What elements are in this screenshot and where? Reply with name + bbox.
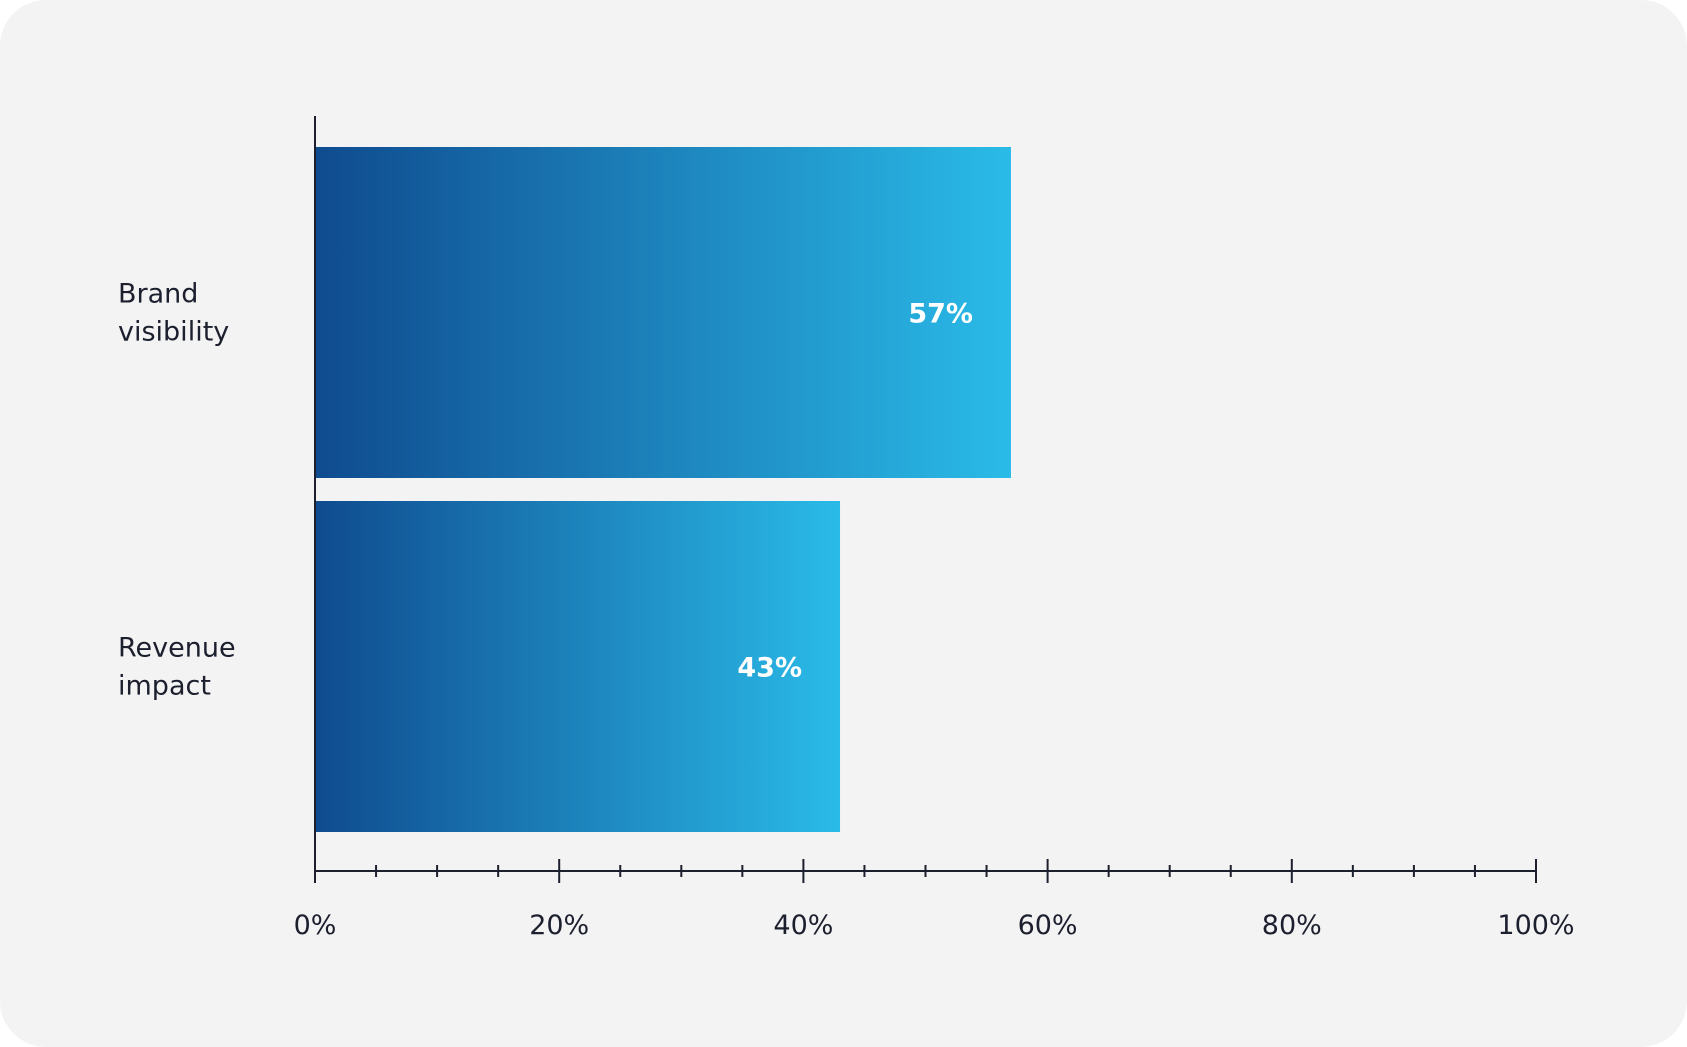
category-label-line: Brand [118, 279, 198, 310]
category-labels: Brand visibility Revenue impact [118, 279, 236, 702]
bar-1 [315, 501, 841, 832]
category-label-1: Revenue impact [118, 633, 236, 702]
data-label-1: 43% [737, 653, 802, 684]
bar-0 [315, 147, 1011, 478]
x-tick-label-3: 60% [1018, 910, 1078, 941]
data-label-0: 57% [908, 299, 973, 330]
category-label-line: visibility [118, 317, 229, 348]
category-label-line: impact [118, 671, 211, 702]
x-tick-label-4: 80% [1262, 910, 1322, 941]
x-tick-label-1: 20% [529, 910, 589, 941]
axes-group [314, 116, 1537, 883]
bars-group: 57% 43% [315, 147, 1011, 832]
tick-labels: 0% 20% 40% 60% 80% 100% [294, 910, 1575, 941]
x-tick-label-0: 0% [294, 910, 337, 941]
category-label-line: Revenue [118, 633, 236, 664]
category-label-0: Brand visibility [118, 279, 229, 348]
x-tick-label-2: 40% [773, 910, 833, 941]
x-tick-label-5: 100% [1497, 910, 1574, 941]
